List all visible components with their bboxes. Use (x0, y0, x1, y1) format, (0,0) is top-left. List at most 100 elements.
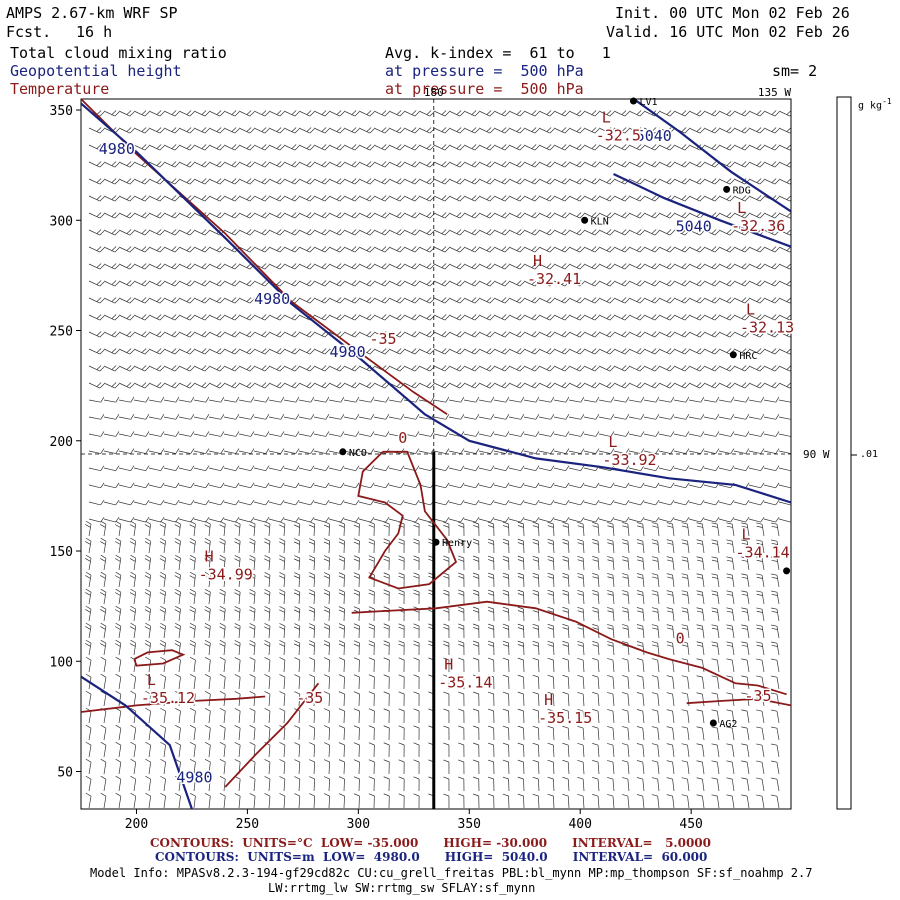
wind-barb-flag (564, 332, 570, 338)
wind-barb-flag (219, 383, 225, 389)
wind-barb-flag (681, 314, 687, 319)
wind-barb-flag (681, 709, 688, 712)
wind-barb-flag (306, 331, 312, 336)
wind-barb (567, 643, 570, 656)
wind-barb-flag (189, 383, 195, 389)
wind-barb-flag (204, 230, 210, 236)
wind-barb (388, 246, 401, 253)
wind-barb-flag (369, 349, 375, 355)
wind-barb-flag (219, 643, 226, 647)
wind-barb-flag (504, 281, 510, 287)
wind-barb-flag (756, 675, 763, 678)
wind-barb (328, 365, 341, 372)
wind-barb (733, 365, 746, 372)
wind-barb-flag (399, 179, 405, 185)
wind-barb-flag (547, 559, 554, 562)
wind-barb (702, 728, 705, 741)
wind-barb-flag (189, 626, 196, 630)
wind-barb-flag (261, 331, 267, 336)
wind-barb-flag (383, 524, 390, 528)
wind-barb (643, 246, 656, 253)
wind-barb-flag (606, 178, 612, 183)
wind-barb (208, 626, 211, 639)
wind-barb (643, 484, 656, 489)
wind-barb (403, 365, 416, 372)
wind-barb-flag (546, 365, 552, 370)
wind-barb (538, 727, 540, 741)
wind-barb (388, 365, 401, 372)
wind-barb-flag (607, 743, 614, 746)
wind-barb (193, 541, 196, 554)
wind-barb-flag (231, 178, 237, 183)
wind-barb-flag (129, 524, 136, 528)
wind-barb (463, 399, 476, 403)
field-geopotential: Geopotential height (10, 62, 182, 80)
wind-barb (763, 416, 776, 420)
wind-barb-flag (324, 264, 330, 270)
wind-barb-flag (216, 127, 222, 132)
wind-barb-flag (156, 161, 162, 166)
wind-barb-flag (190, 516, 195, 523)
wind-barb-flag (383, 606, 390, 610)
wind-barb-flag (219, 524, 226, 528)
wind-barb-flag (460, 499, 465, 506)
wind-barb-flag (114, 541, 121, 545)
wind-barb (567, 575, 570, 588)
wind-barb-flag (501, 195, 507, 200)
wind-barb (628, 365, 641, 372)
wind-barb-flag (577, 576, 584, 579)
wind-barb-flag (562, 559, 569, 562)
wind-barb (178, 518, 191, 523)
wind-barb (418, 161, 431, 168)
wind-barb-flag (576, 212, 582, 217)
wind-barb (223, 229, 236, 236)
wind-barb-flag (354, 264, 360, 270)
wind-barb-flag (487, 610, 494, 613)
wind-barb-flag (700, 482, 705, 489)
wind-barb (208, 246, 221, 253)
wind-barb (148, 314, 161, 321)
wind-barb (746, 762, 750, 775)
wind-barb (178, 660, 181, 673)
wind-barb-flag (444, 383, 450, 389)
wind-barb (88, 297, 101, 304)
wind-barb (763, 297, 776, 304)
wind-barb-flag (456, 195, 462, 200)
wind-barb-flag (250, 499, 255, 506)
wind-barb (478, 450, 491, 454)
wind-barb-flag (579, 281, 585, 287)
wind-barb (148, 728, 152, 741)
wind-barb (598, 229, 611, 236)
wind-barb-flag (309, 128, 315, 134)
wind-barb (612, 541, 615, 554)
wind-barb (703, 382, 716, 389)
wind-barb (643, 110, 656, 117)
wind-barb-flag (564, 298, 570, 304)
wind-barb-flag (246, 110, 252, 115)
wind-barb-flag (744, 128, 750, 134)
wind-barb-flag (141, 144, 147, 149)
wind-barb (672, 711, 675, 724)
wind-barb-flag (310, 431, 315, 437)
wind-barb-flag (487, 759, 494, 763)
wind-barb (657, 643, 660, 656)
wind-barb-flag (398, 776, 405, 780)
wind-barb (343, 540, 345, 554)
wind-barb-flag (85, 558, 91, 562)
wind-barb-flag (516, 195, 522, 200)
wind-barb-flag (175, 741, 181, 746)
wind-barb-flag (159, 111, 165, 117)
wind-barb-flag (471, 212, 477, 217)
wind-barb-flag (261, 365, 267, 370)
wind-barb-flag (639, 196, 645, 202)
wind-barb-flag (186, 212, 192, 217)
wind-barb (658, 484, 671, 489)
wind-barb-flag (666, 161, 672, 166)
wind-barb (193, 161, 206, 168)
wind-barb (718, 416, 731, 420)
wind-barb (238, 660, 241, 673)
wind-barb-flag (293, 575, 300, 579)
wind-barb (238, 541, 241, 554)
wind-barb-flag (565, 465, 570, 471)
wind-barb-flag (681, 607, 688, 610)
